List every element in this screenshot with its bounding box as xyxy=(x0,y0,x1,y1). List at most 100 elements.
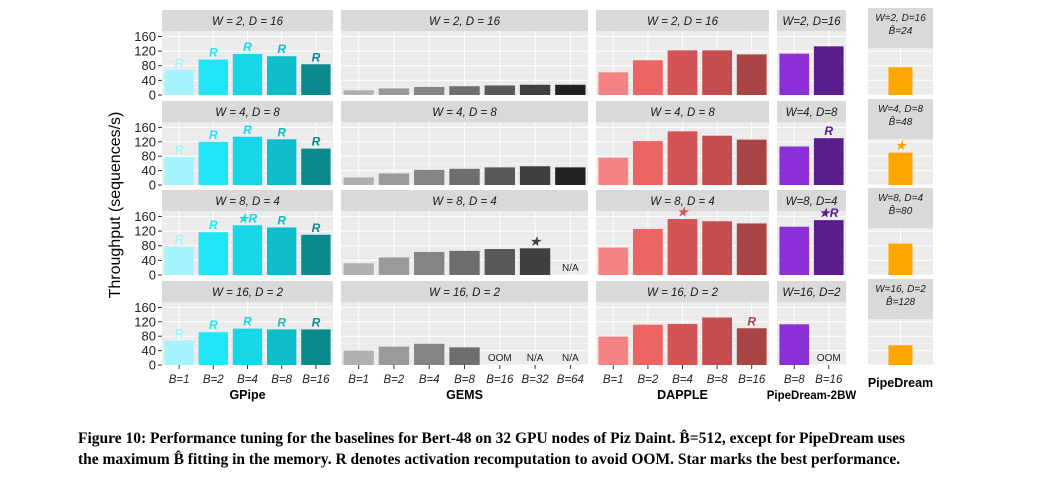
bar xyxy=(736,223,767,275)
bar xyxy=(779,226,810,275)
bar xyxy=(343,263,374,275)
facet-name: PipeDream xyxy=(868,376,933,390)
bar-annotation: ★R xyxy=(819,206,839,220)
bar xyxy=(266,227,297,275)
y-tick-label: 120 xyxy=(134,314,156,329)
bar-annotation: R xyxy=(175,56,184,70)
bar xyxy=(484,167,515,185)
facet-strip-label: B̂=80 xyxy=(889,203,913,217)
facet-name: GEMS xyxy=(446,388,483,402)
bar xyxy=(633,228,663,275)
y-tick-label: 40 xyxy=(142,73,156,88)
facet-strip xyxy=(341,101,588,122)
facet-strip xyxy=(596,281,769,302)
missing-value-label: N/A xyxy=(527,353,544,364)
bar xyxy=(667,50,698,95)
facet-strip-label: W=4, D=8 xyxy=(786,107,838,119)
bar-annotation: R xyxy=(277,125,286,139)
bar xyxy=(598,72,629,95)
bar xyxy=(519,84,551,95)
bar-annotation: R xyxy=(209,128,218,142)
bar xyxy=(702,50,732,95)
bar xyxy=(301,329,331,365)
bar xyxy=(702,135,732,185)
x-tick-label: B=2 xyxy=(203,374,224,386)
y-tick-label: 40 xyxy=(142,163,156,178)
y-tick-label: 80 xyxy=(142,149,156,164)
facet-strip-label: W = 2, D = 16 xyxy=(647,16,719,28)
facet-strip xyxy=(868,99,933,139)
bar xyxy=(198,141,229,185)
x-tick-label: B=4 xyxy=(419,374,440,386)
facet-strip xyxy=(162,281,333,302)
bar xyxy=(813,220,844,275)
bar xyxy=(378,346,410,365)
facet-strip-label: W = 8, D = 4 xyxy=(215,196,280,208)
bar xyxy=(484,85,515,95)
bar xyxy=(888,345,913,365)
bar xyxy=(736,328,767,365)
facet-strip xyxy=(341,10,588,31)
x-tick-label: B=8 xyxy=(784,374,805,386)
bar xyxy=(232,136,263,185)
bar-annotation: R xyxy=(312,315,321,329)
bar xyxy=(888,243,913,275)
facet-strip-label: W = 4, D = 8 xyxy=(215,107,280,119)
facet-strip-label: W = 16, D = 2 xyxy=(647,287,719,299)
bar xyxy=(598,157,629,185)
caption-line-1: Figure 10: Performance tuning for the ba… xyxy=(78,430,906,447)
facet-name: PipeDream-2BW xyxy=(767,390,857,402)
y-tick-label: 0 xyxy=(149,88,156,103)
y-tick-label: 80 xyxy=(142,58,156,73)
facet-strip xyxy=(868,8,933,48)
bar xyxy=(414,169,445,185)
facet-strip-label: W=4, D=8 xyxy=(878,104,923,115)
y-tick-label: 160 xyxy=(134,300,156,315)
facet-strip-label: B̂=24 xyxy=(889,23,913,37)
bar xyxy=(633,324,663,365)
y-tick-label: 0 xyxy=(149,358,156,373)
bar-annotation: R xyxy=(175,327,184,341)
bar-annotation: R xyxy=(175,232,184,246)
y-axis-label: Throughput (sequences/s) xyxy=(107,112,124,299)
facet-strip xyxy=(341,190,588,211)
bar-annotation: R xyxy=(824,124,833,138)
bar xyxy=(519,166,551,185)
bar xyxy=(266,329,297,365)
bar xyxy=(813,138,844,185)
bar xyxy=(198,232,229,275)
y-tick-label: 0 xyxy=(149,178,156,193)
bar xyxy=(378,173,410,185)
missing-value-label: OOM xyxy=(488,353,512,364)
facet-strip-label: W = 4, D = 8 xyxy=(432,107,497,119)
x-tick-label: B=1 xyxy=(169,374,190,386)
bar xyxy=(164,246,194,275)
y-tick-label: 0 xyxy=(149,268,156,283)
bar-annotation: R xyxy=(312,221,321,235)
bar xyxy=(378,88,410,95)
facet-strip xyxy=(868,279,933,319)
bar-annotation: R xyxy=(277,315,286,329)
x-tick-label: B=8 xyxy=(707,374,728,386)
facet-strip-label: W = 16, D = 2 xyxy=(212,287,284,299)
y-tick-label: 40 xyxy=(142,253,156,268)
y-tick-label: 120 xyxy=(134,224,156,239)
x-tick-label: B=4 xyxy=(672,374,693,386)
bar xyxy=(343,350,374,365)
bar xyxy=(449,86,480,95)
facet-strip-label: B̂=48 xyxy=(889,114,913,128)
bar xyxy=(555,84,586,95)
missing-value-label: OOM xyxy=(817,353,841,364)
facet-name: GPipe xyxy=(229,388,265,402)
bar-annotation: R xyxy=(243,315,252,329)
bar xyxy=(667,219,698,275)
facet-strip-label: W = 4, D = 8 xyxy=(650,107,715,119)
y-tick-label: 80 xyxy=(142,238,156,253)
bar xyxy=(779,53,810,95)
bar-annotation: R xyxy=(243,123,252,137)
facet-strip xyxy=(162,10,333,31)
bar-annotation: R xyxy=(747,314,756,328)
bar xyxy=(378,257,410,275)
x-tick-label: B=16 xyxy=(302,374,330,386)
bar xyxy=(449,250,480,275)
